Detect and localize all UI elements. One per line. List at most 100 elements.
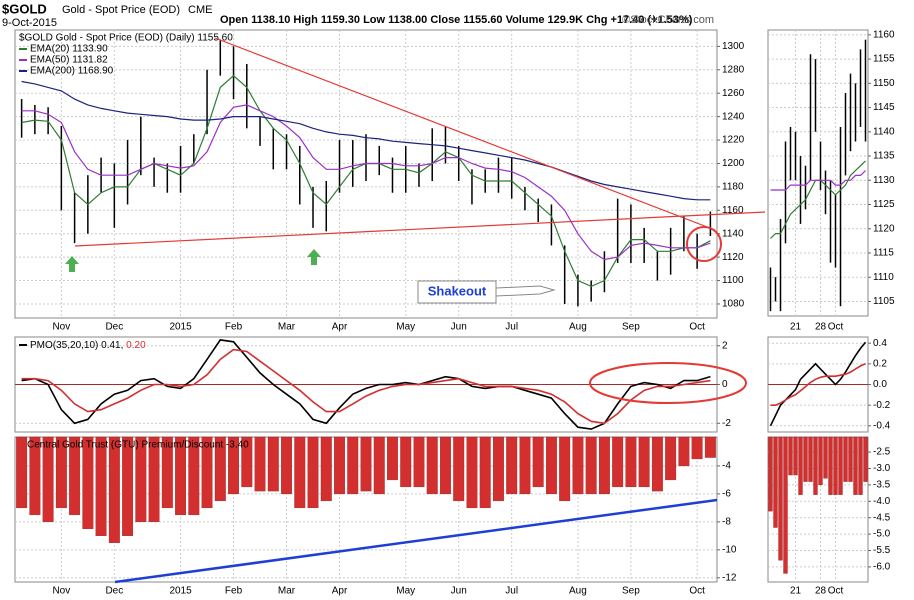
legend-key — [18, 441, 24, 449]
y-tick-label: 0.4 — [873, 338, 887, 349]
bar — [241, 436, 253, 488]
bar — [42, 436, 54, 523]
y-tick-label: 0.0 — [873, 379, 887, 390]
bar — [175, 436, 187, 516]
bar — [493, 436, 504, 502]
bar — [400, 436, 412, 488]
legend-label: PMO(35,20,10) 0.41, 0.20 — [30, 340, 146, 351]
bar — [69, 436, 81, 516]
y-tick-label: -8 — [722, 517, 731, 528]
bar — [426, 436, 438, 495]
bar — [82, 436, 94, 530]
annotations: Shakeout — [65, 37, 766, 584]
gtu-trendline — [114, 498, 718, 584]
y-tick-label: 1100 — [722, 275, 744, 286]
callout-text: Shakeout — [428, 283, 487, 298]
bar — [572, 436, 584, 495]
bar — [651, 436, 663, 492]
bar — [387, 436, 398, 481]
bar — [466, 436, 478, 509]
x-tick-label: Dec — [105, 586, 123, 597]
bar — [148, 436, 160, 523]
series-line — [770, 363, 866, 406]
bar — [294, 436, 306, 509]
support-trendline — [74, 211, 766, 247]
bar — [598, 436, 610, 495]
highlight-circle — [686, 226, 722, 262]
series-line — [21, 348, 711, 425]
x-tick-label: 2015 — [169, 586, 192, 597]
legend-label: EMA(50) 1131.82 — [30, 55, 108, 66]
bar — [453, 436, 465, 502]
x-tick-label: Aug — [569, 322, 587, 333]
series-line — [21, 104, 711, 261]
bar — [135, 436, 147, 523]
x-tick-label: 2015 — [169, 322, 192, 333]
x-tick-label: Dec — [105, 322, 123, 333]
bar — [440, 436, 451, 495]
bar — [55, 436, 67, 509]
x-tick-label: Aug — [569, 586, 587, 597]
bar — [506, 436, 518, 495]
bar — [360, 436, 372, 492]
legend-entry: 0.20 — [126, 340, 146, 351]
y-tick-label: 1150 — [873, 78, 895, 89]
bar — [665, 436, 677, 481]
y-tick-label: 1200 — [722, 158, 745, 169]
bar — [228, 436, 239, 495]
y-tick-label: -12 — [722, 572, 737, 583]
series-line — [21, 339, 711, 430]
y-tick-label: -4.5 — [873, 512, 891, 523]
panel-title: Central Gold Trust (GTU) Premium/Discoun… — [27, 440, 249, 451]
bar — [612, 436, 624, 488]
bar — [519, 436, 531, 495]
y-tick-label: -0.2 — [873, 400, 891, 411]
bar — [783, 436, 788, 574]
watermark: ©StockCharts.com — [622, 14, 714, 26]
y-tick-label: 1300 — [722, 41, 745, 52]
symbol: $GOLD — [2, 1, 47, 16]
y-tick-label: 1280 — [722, 64, 745, 75]
y-tick-label: 1140 — [722, 228, 744, 239]
bar — [793, 436, 798, 476]
bar — [267, 436, 279, 492]
y-tick-label: -3.5 — [873, 480, 891, 491]
bar — [853, 436, 858, 495]
bar — [201, 436, 213, 509]
y-tick-label: 1180 — [722, 182, 744, 193]
bar — [773, 436, 778, 528]
y-tick-label: 1125 — [873, 199, 895, 210]
bar — [307, 436, 319, 509]
bar — [161, 436, 173, 509]
bar — [848, 436, 853, 482]
y-tick-label: 1080 — [722, 299, 745, 310]
x-tick-label: Oct — [689, 586, 705, 597]
bar — [254, 436, 266, 492]
bar — [585, 436, 597, 495]
y-tick-label: -5.5 — [873, 545, 891, 556]
x-tick-label: Sep — [622, 322, 640, 333]
bar — [16, 436, 28, 509]
y-tick-label: 1120 — [873, 223, 895, 234]
bar — [858, 436, 863, 495]
panel-title: $GOLD Gold - Spot Price (EOD) (Daily) 11… — [19, 33, 233, 44]
bar — [798, 436, 803, 495]
x-tick-label: Nov — [52, 586, 70, 597]
x-tick-label: Oct — [828, 586, 844, 597]
bar — [108, 436, 120, 543]
legend-label: EMA(200) 1168.90 — [30, 66, 114, 77]
bar — [479, 436, 491, 509]
bar — [413, 436, 425, 488]
x-tick-label: Oct — [828, 322, 844, 333]
bar — [320, 436, 332, 502]
bar — [828, 436, 833, 495]
x-tick-label: Jul — [505, 322, 518, 333]
bar — [188, 436, 200, 516]
bar — [281, 436, 292, 495]
up-arrow — [307, 249, 321, 265]
y-tick-label: 1220 — [722, 135, 745, 146]
exchange: CME — [188, 4, 212, 16]
x-tick-label: May — [396, 586, 415, 597]
x-tick-label: 28 — [815, 586, 827, 597]
